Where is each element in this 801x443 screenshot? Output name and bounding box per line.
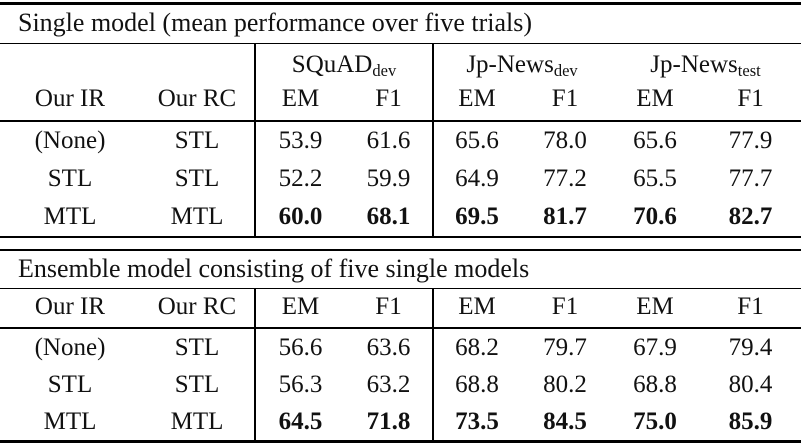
row-label-rc: MTL: [170, 407, 224, 435]
dataset-name: Jp-News: [650, 50, 738, 78]
group-header-squad-dev: SQuADdev: [254, 43, 433, 83]
data-cell: 71.8: [366, 407, 411, 435]
data-cell: 64.9: [432, 159, 520, 198]
dataset-name: SQuAD: [291, 50, 373, 78]
row-label-ir: MTL: [43, 202, 97, 230]
column-header-f1: F1: [345, 82, 433, 122]
data-cell: 69.5: [432, 197, 520, 237]
column-header-em: EM: [254, 288, 345, 330]
data-cell: 61.6: [366, 126, 411, 154]
data-cell: 65.5: [633, 164, 677, 192]
data-cell: 73.5: [432, 403, 520, 442]
row-label-ir: (None): [34, 333, 106, 361]
row-label-rc: MTL: [170, 202, 224, 230]
single-model-caption: Single model (mean performance over five…: [0, 3, 801, 44]
column-header-em: EM: [610, 82, 700, 122]
data-cell: 65.6: [432, 120, 520, 160]
data-cell: 77.9: [728, 126, 773, 154]
column-header-f1: F1: [520, 82, 610, 122]
column-header-f1: F1: [345, 288, 433, 330]
row-label-ir: STL: [47, 370, 93, 398]
row-label-rc: STL: [174, 370, 220, 398]
data-cell: 68.2: [432, 328, 520, 367]
column-header-f1: F1: [520, 288, 610, 330]
data-cell: 80.4: [728, 370, 773, 398]
ensemble-model-caption: Ensemble model consisting of five single…: [0, 249, 801, 290]
row-label-ir: (None): [34, 126, 106, 154]
data-cell: 56.3: [254, 366, 345, 404]
column-header-our-rc: Our RC: [140, 288, 255, 330]
data-cell: 85.9: [728, 407, 773, 435]
ensemble-model-table: Ensemble model consisting of five single…: [0, 248, 801, 443]
column-header-em: EM: [432, 288, 520, 330]
row-label-rc: STL: [174, 333, 220, 361]
table-row: STL STL 56.3 63.2 68.8 80.2 68.8 80.4: [0, 366, 801, 404]
column-header-em: EM: [432, 82, 520, 122]
column-header-em: EM: [254, 82, 345, 122]
data-cell: 68.1: [366, 202, 411, 230]
data-cell: 64.5: [254, 403, 345, 442]
dataset-name: Jp-News: [466, 50, 554, 78]
data-cell: 68.8: [432, 366, 520, 404]
row-label-ir: MTL: [43, 407, 97, 435]
column-header-row: Our IR Our RC EM F1 EM F1 EM F1: [0, 82, 801, 122]
column-header-our-ir: Our IR: [0, 288, 140, 330]
data-cell: 81.7: [543, 202, 587, 230]
data-cell: 79.4: [728, 333, 773, 361]
data-cell: 68.8: [633, 370, 677, 398]
row-label-rc: STL: [174, 164, 220, 192]
data-cell: 67.9: [633, 333, 677, 361]
column-header-f1: F1: [700, 82, 801, 122]
data-cell: 63.6: [366, 333, 411, 361]
table-row: STL STL 52.2 59.9 64.9 77.2 65.5 77.7: [0, 159, 801, 198]
data-cell: 63.2: [366, 370, 411, 398]
dataset-group-header-row: SQuADdev Jp-Newsdev Jp-Newstest: [0, 43, 801, 83]
table-row: MTL MTL 64.5 71.8 73.5 84.5 75.0 85.9: [0, 403, 801, 442]
data-cell: 59.9: [366, 164, 411, 192]
data-cell: 82.7: [728, 202, 773, 230]
data-cell: 56.6: [254, 328, 345, 367]
data-cell: 77.7: [728, 164, 773, 192]
table-caption-row: Ensemble model consisting of five single…: [0, 249, 801, 290]
column-header-our-ir: Our IR: [0, 82, 140, 122]
table-row: (None) STL 53.9 61.6 65.6 78.0 65.6 77.9: [0, 120, 801, 160]
table-row: (None) STL 56.6 63.6 68.2 79.7 67.9 79.4: [0, 328, 801, 367]
group-header-jpnews-test: Jp-Newstest: [610, 43, 801, 83]
data-cell: 75.0: [633, 407, 677, 435]
data-cell: 65.6: [633, 126, 677, 154]
data-cell: 80.2: [543, 370, 587, 398]
table-row: MTL MTL 60.0 68.1 69.5 81.7 70.6 82.7: [0, 197, 801, 237]
dataset-subscript: dev: [553, 60, 578, 80]
data-cell: 53.9: [254, 120, 345, 160]
data-cell: 52.2: [254, 159, 345, 198]
data-cell: 84.5: [543, 407, 587, 435]
data-cell: 79.7: [543, 333, 587, 361]
column-header-em: EM: [610, 288, 700, 330]
table-caption-row: Single model (mean performance over five…: [0, 3, 801, 44]
column-header-row: Our IR Our RC EM F1 EM F1 EM F1: [0, 288, 801, 330]
data-cell: 70.6: [633, 202, 677, 230]
dataset-subscript: dev: [372, 60, 397, 80]
dataset-subscript: test: [737, 60, 761, 80]
column-header-f1: F1: [700, 288, 801, 330]
data-cell: 60.0: [254, 197, 345, 237]
group-header-empty: [0, 43, 255, 83]
column-header-our-rc: Our RC: [140, 82, 255, 122]
row-label-ir: STL: [47, 164, 93, 192]
row-label-rc: STL: [174, 126, 220, 154]
group-header-jpnews-dev: Jp-Newsdev: [432, 43, 610, 83]
data-cell: 77.2: [543, 164, 587, 192]
data-cell: 78.0: [543, 126, 587, 154]
single-model-table: Single model (mean performance over five…: [0, 2, 801, 238]
